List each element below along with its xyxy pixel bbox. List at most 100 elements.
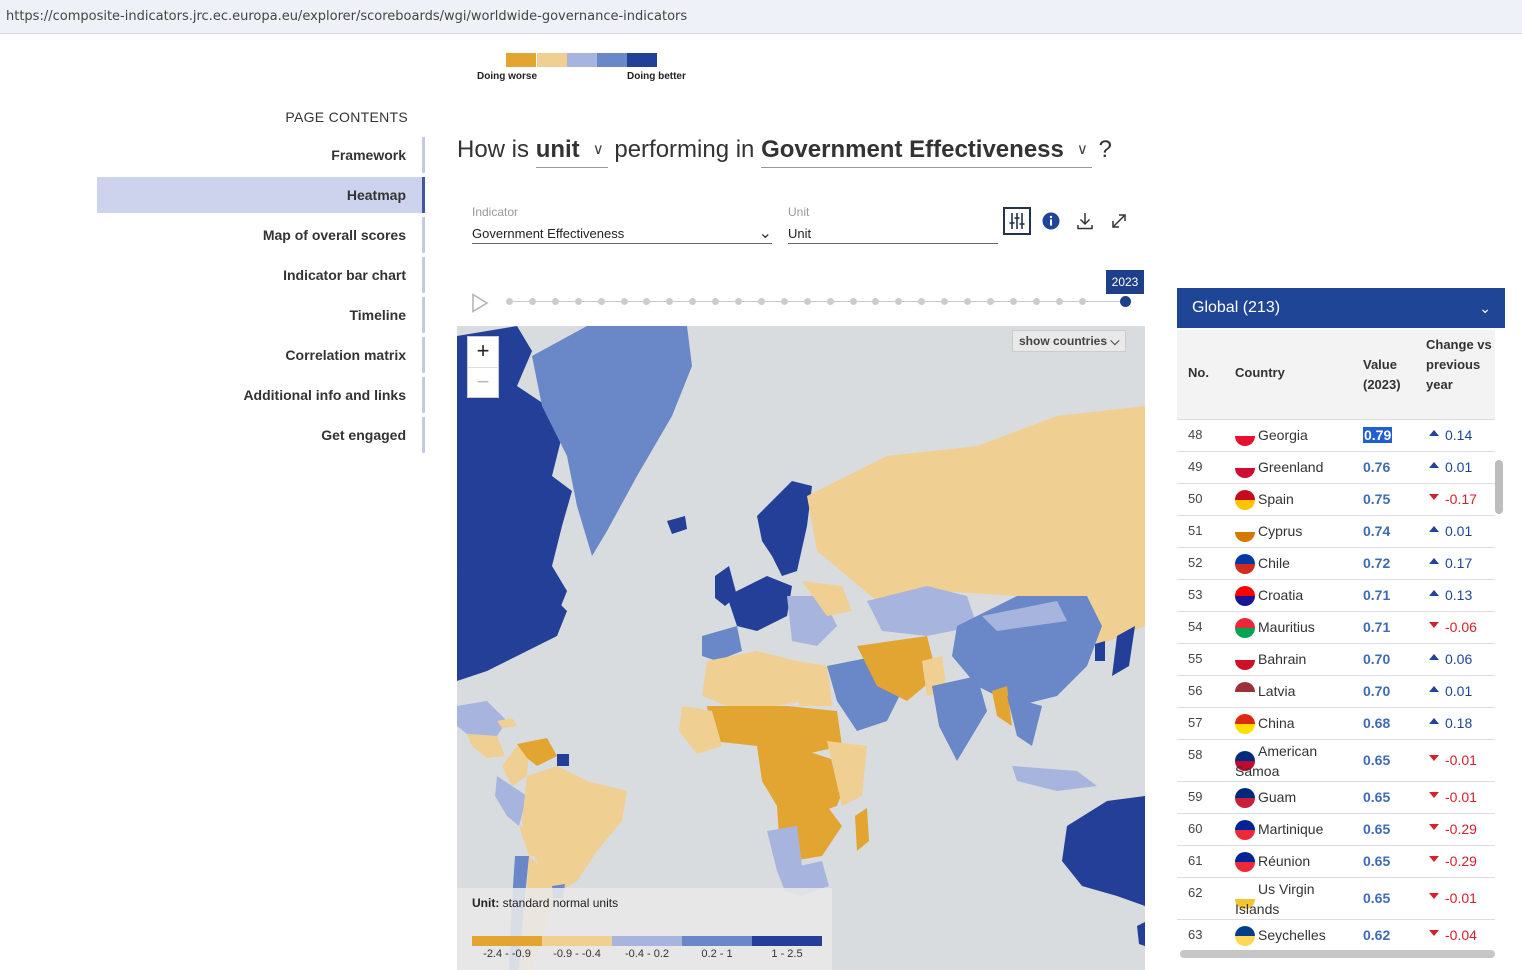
timeline-step[interactable]: [735, 298, 742, 305]
timeline-step[interactable]: [1032, 298, 1040, 305]
timeline-step[interactable]: [643, 298, 651, 305]
table-row[interactable]: 62 Us Virgin Islands 0.65 -0.01: [1177, 878, 1495, 920]
timeline-step[interactable]: [803, 298, 811, 305]
country-brazil[interactable]: [522, 766, 627, 896]
timeline-step[interactable]: [941, 298, 949, 305]
table-row[interactable]: 49 Greenland 0.76 0.01: [1177, 452, 1495, 484]
sliders-icon[interactable]: [1003, 207, 1031, 235]
country-korea[interactable]: [1095, 641, 1105, 661]
header-value[interactable]: Value (2023): [1363, 357, 1401, 392]
horizontal-scrollbar[interactable]: [1180, 950, 1495, 958]
table-row[interactable]: 50 Spain 0.75 -0.17: [1177, 484, 1495, 516]
timeline-step[interactable]: [780, 298, 788, 305]
nav-item-indicator-bar-chart[interactable]: Indicator bar chart: [97, 257, 425, 293]
nav-item-map-overall-scores[interactable]: Map of overall scores: [97, 217, 425, 253]
country-australia[interactable]: [1062, 796, 1145, 906]
country-central-africa[interactable]: [757, 746, 852, 816]
timeline-step[interactable]: [757, 298, 765, 305]
country-iran-afghanistan[interactable]: [857, 636, 937, 701]
country-sahel[interactable]: [707, 706, 842, 756]
country-russia[interactable]: [807, 406, 1145, 646]
info-icon[interactable]: [1037, 207, 1065, 235]
country-south-africa[interactable]: [777, 861, 829, 896]
timeline-step[interactable]: [574, 298, 582, 305]
country-central-america[interactable]: [467, 734, 505, 758]
timeline-step[interactable]: [849, 298, 857, 305]
unit-selector[interactable]: unit ∨: [535, 136, 608, 168]
country-egypt[interactable]: [797, 676, 832, 706]
timeline-step[interactable]: [895, 298, 903, 305]
country-ecuador-peru[interactable]: [495, 776, 527, 826]
country-scandinavia[interactable]: [757, 481, 812, 576]
timeline-step[interactable]: [964, 298, 971, 305]
country-colombia[interactable]: [502, 746, 529, 786]
world-heatmap[interactable]: + − show countries ⌵ Unit: standard norm…: [457, 326, 1145, 970]
timeline-step[interactable]: [1055, 298, 1063, 305]
table-row[interactable]: 53 Croatia 0.71 0.13: [1177, 580, 1495, 612]
nav-item-heatmap[interactable]: Heatmap: [97, 177, 425, 213]
table-row[interactable]: 63 Seychelles 0.62 -0.04: [1177, 920, 1495, 950]
country-southeast-asia[interactable]: [1007, 696, 1042, 746]
country-madagascar[interactable]: [855, 808, 869, 851]
table-row[interactable]: 52 Chile 0.72 0.17: [1177, 548, 1495, 580]
indicator-selector[interactable]: Government Effectiveness ∨: [761, 136, 1092, 168]
download-icon[interactable]: [1071, 207, 1099, 235]
timeline-step[interactable]: [918, 298, 926, 305]
url-text[interactable]: https://composite-indicators.jrc.ec.euro…: [6, 9, 688, 24]
country-kazakhstan[interactable]: [867, 586, 977, 636]
vertical-scrollbar[interactable]: [1495, 460, 1503, 514]
timeline-step[interactable]: [597, 298, 605, 305]
timeline-step[interactable]: [689, 298, 697, 305]
browser-url-bar[interactable]: https://composite-indicators.jrc.ec.euro…: [0, 0, 1522, 34]
expand-icon[interactable]: [1105, 207, 1133, 235]
country-caribbean[interactable]: [497, 718, 517, 728]
timeline-step[interactable]: [506, 298, 513, 305]
nav-item-framework[interactable]: Framework: [97, 137, 425, 173]
timeline-step[interactable]: [826, 298, 834, 305]
table-row[interactable]: 57 China 0.68 0.18: [1177, 708, 1495, 740]
table-row[interactable]: 51 Cyprus 0.74 0.01: [1177, 516, 1495, 548]
country-mexico[interactable]: [457, 701, 507, 736]
country-iberia[interactable]: [702, 626, 742, 661]
country-bolivia[interactable]: [519, 826, 545, 856]
country-west-africa[interactable]: [679, 706, 722, 754]
world-map-svg[interactable]: [457, 326, 1145, 970]
timeline-step[interactable]: [1078, 298, 1086, 305]
timeline-track[interactable]: [510, 301, 1124, 302]
table-row[interactable]: 61 Réunion 0.65 -0.29: [1177, 846, 1495, 878]
country-guyanas[interactable]: [557, 754, 569, 766]
region-dropdown[interactable]: Global (213) ⌄: [1177, 288, 1505, 328]
timeline-step[interactable]: [528, 298, 536, 305]
timeline-step[interactable]: [986, 298, 994, 305]
table-row[interactable]: 56 Latvia 0.70 0.01: [1177, 676, 1495, 708]
timeline-step[interactable]: [872, 298, 880, 305]
country-botswana-namibia[interactable]: [767, 826, 802, 871]
timeline-step[interactable]: [666, 298, 674, 305]
nav-item-timeline[interactable]: Timeline: [97, 297, 425, 333]
country-ukraine[interactable]: [802, 581, 852, 616]
country-greenland[interactable]: [532, 326, 692, 556]
country-east-africa[interactable]: [827, 741, 867, 806]
table-row[interactable]: 48 Georgia 0.79 0.14: [1177, 420, 1495, 452]
header-no[interactable]: No.: [1188, 365, 1209, 380]
country-western-europe[interactable]: [727, 576, 792, 631]
timeline-step[interactable]: [620, 298, 628, 305]
country-indonesia[interactable]: [1012, 766, 1097, 791]
nav-item-correlation-matrix[interactable]: Correlation matrix: [97, 337, 425, 373]
table-row[interactable]: 60 Martinique 0.65 -0.29: [1177, 814, 1495, 846]
country-venezuela[interactable]: [517, 738, 557, 766]
table-row[interactable]: 55 Bahrain 0.70 0.06: [1177, 644, 1495, 676]
country-mongolia[interactable]: [982, 601, 1067, 631]
show-countries-dropdown[interactable]: show countries ⌵: [1012, 330, 1127, 352]
timeline-step[interactable]: [551, 298, 559, 305]
nav-item-additional-info[interactable]: Additional info and links: [97, 377, 425, 413]
unit-dropdown-value[interactable]: Unit: [788, 226, 998, 244]
country-india[interactable]: [932, 676, 987, 761]
timeline-step[interactable]: [1009, 298, 1017, 305]
zoom-in-button[interactable]: +: [476, 338, 490, 363]
table-row[interactable]: 59 Guam 0.65 -0.01: [1177, 782, 1495, 814]
unit-dropdown[interactable]: Unit Unit: [788, 205, 998, 244]
indicator-dropdown-value[interactable]: Government Effectiveness ⌄: [472, 225, 772, 244]
table-row[interactable]: 54 Mauritius 0.71 -0.06: [1177, 612, 1495, 644]
table-row[interactable]: 58 American Samoa 0.65 -0.01: [1177, 740, 1495, 782]
